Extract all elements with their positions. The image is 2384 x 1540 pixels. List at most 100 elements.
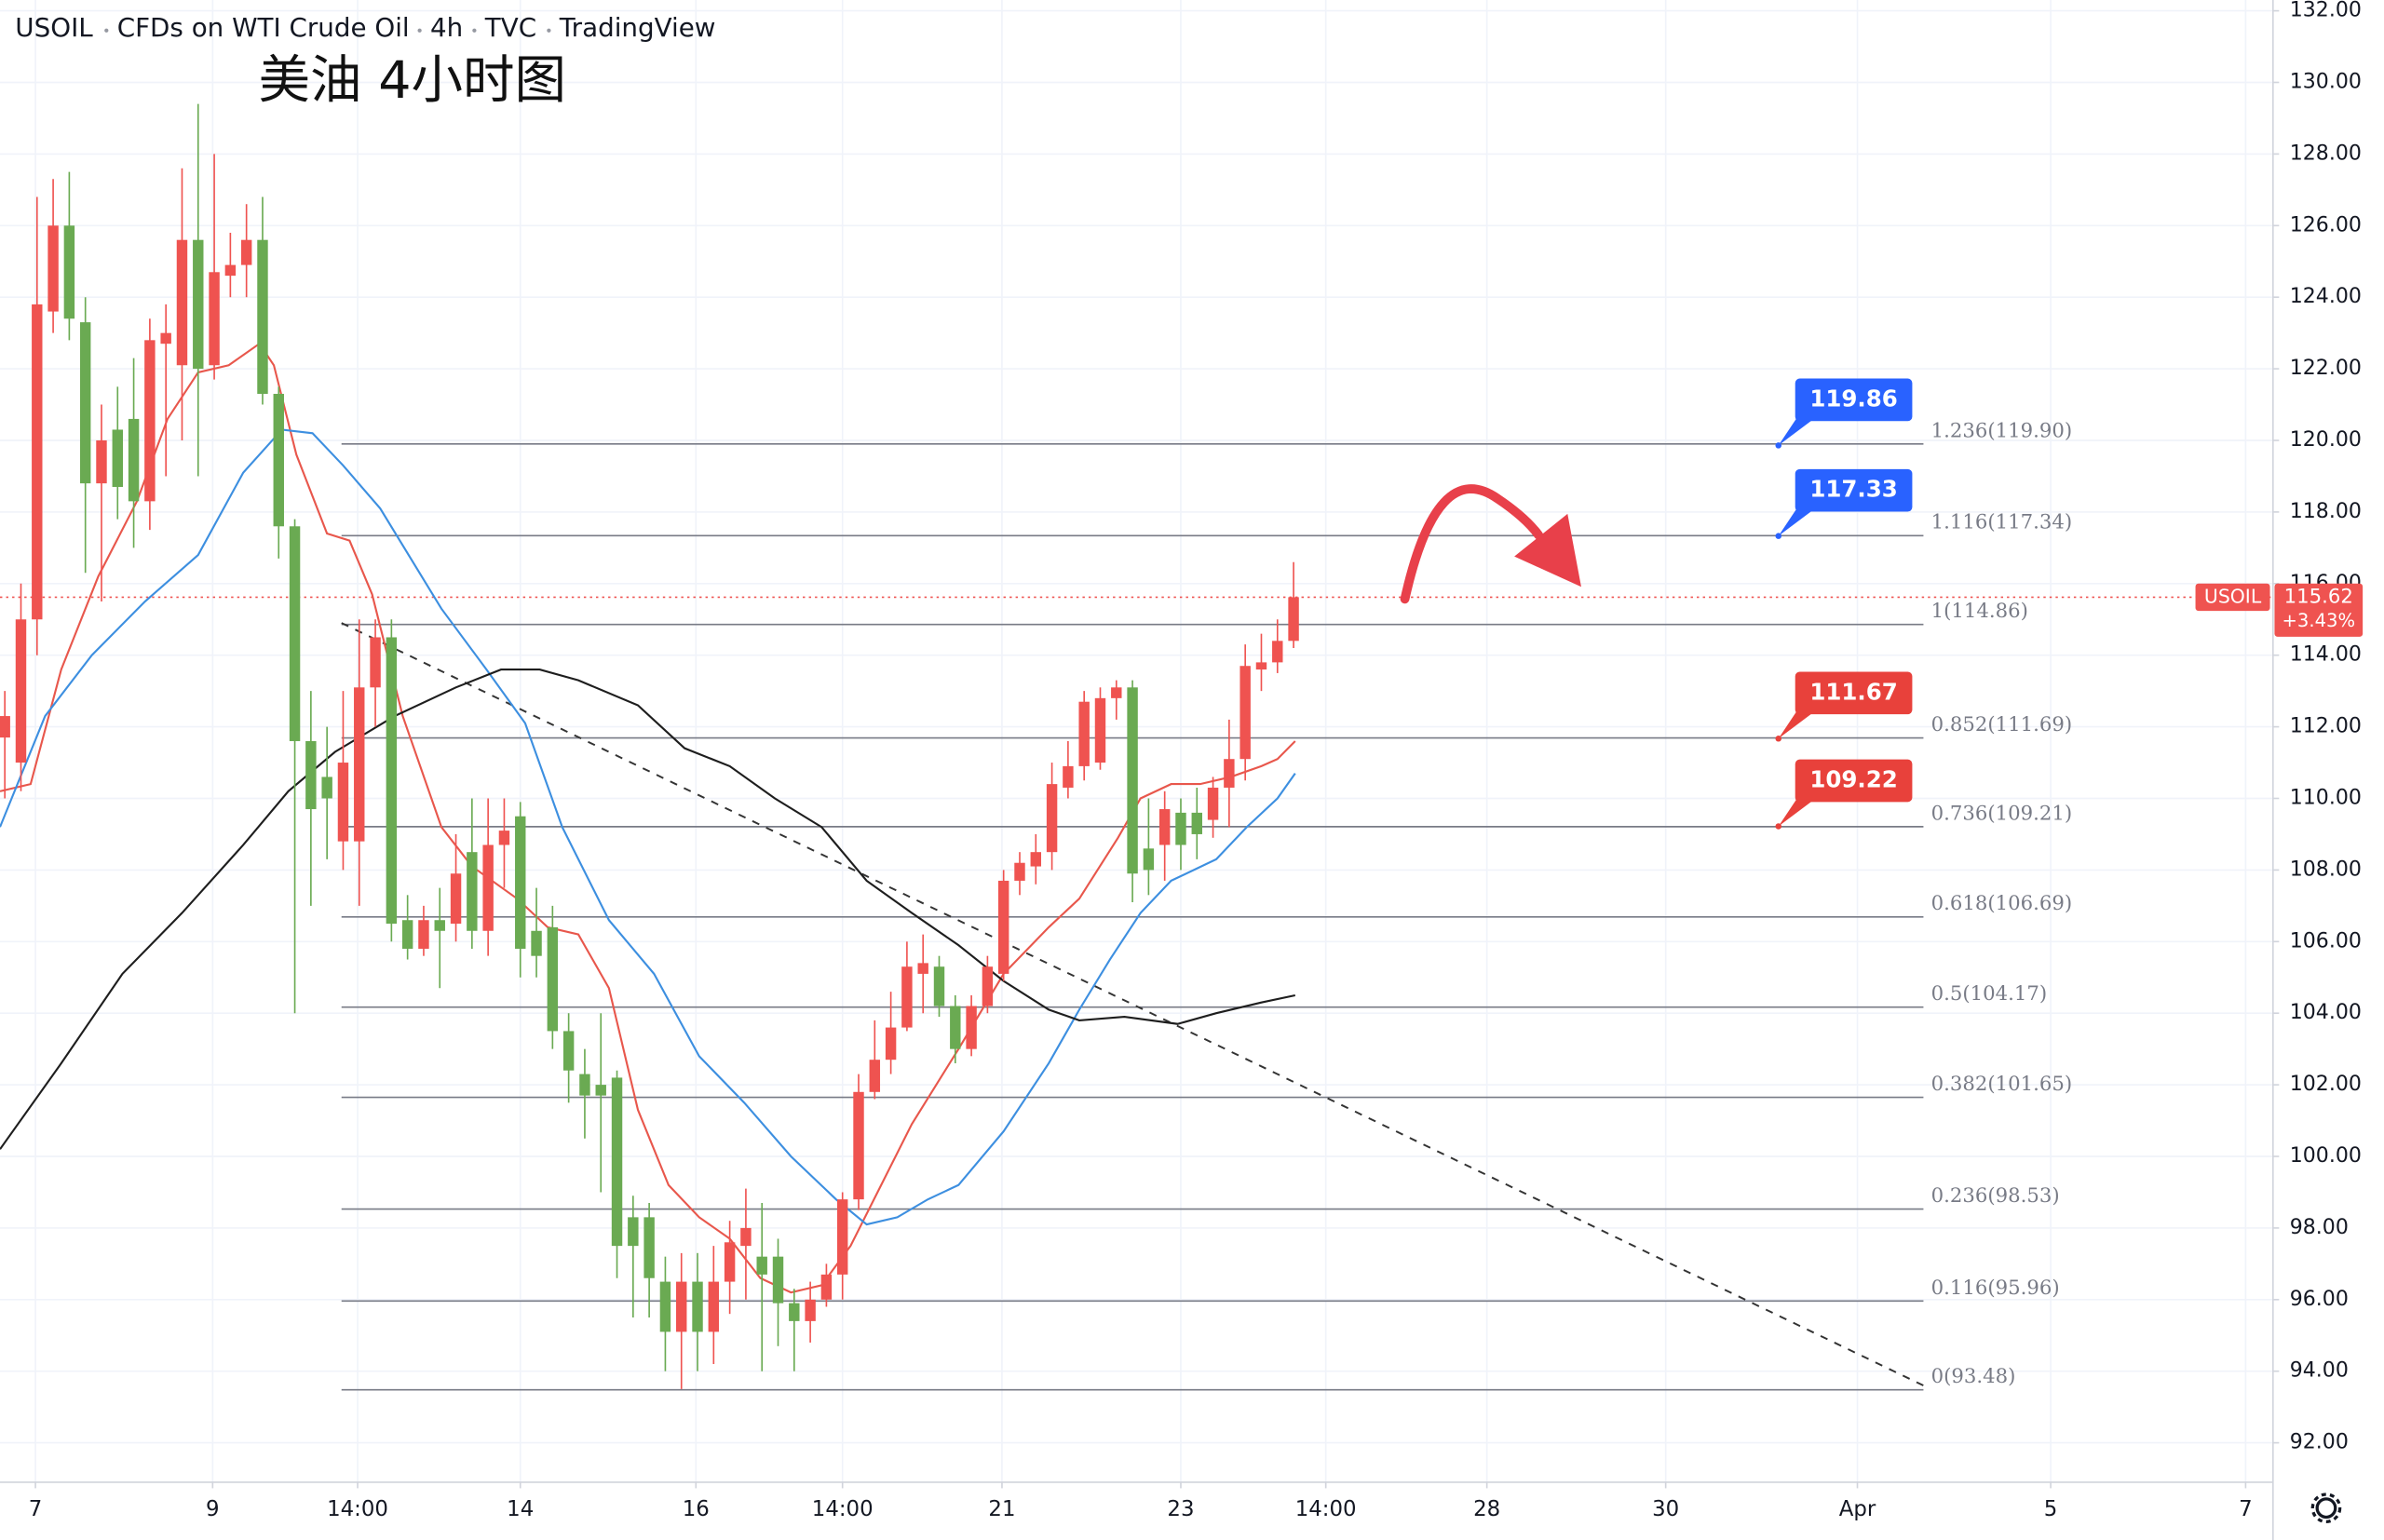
candle-body bbox=[1255, 662, 1267, 670]
y-tick-label: 114.00 bbox=[2290, 643, 2362, 667]
candle-body bbox=[176, 239, 188, 366]
header-item: 4h bbox=[430, 12, 463, 43]
candle-body bbox=[724, 1242, 736, 1282]
callout-box bbox=[1795, 468, 1913, 512]
header-item: TradingView bbox=[559, 12, 716, 43]
y-tick-label: 106.00 bbox=[2290, 929, 2362, 952]
candle-body bbox=[1239, 666, 1251, 760]
x-tick-label: Apr bbox=[1839, 1497, 1876, 1521]
candle-body bbox=[15, 619, 27, 763]
header-separator bbox=[547, 28, 551, 33]
callout-box bbox=[1795, 378, 1913, 422]
x-tick-label: 23 bbox=[1167, 1497, 1194, 1521]
candle-body bbox=[1063, 765, 1074, 788]
header-item: CFDs on WTI Crude Oil bbox=[117, 12, 410, 43]
y-tick-label: 124.00 bbox=[2290, 285, 2362, 308]
candle-body bbox=[628, 1217, 639, 1247]
header-item: TVC bbox=[484, 12, 536, 43]
candle-body bbox=[595, 1085, 606, 1096]
last-price-tag bbox=[2274, 583, 2364, 637]
fib-label: 1(114.86) bbox=[1931, 600, 2028, 623]
y-tick-label: 120.00 bbox=[2290, 428, 2362, 452]
last-price-label: 115.62 bbox=[2284, 585, 2353, 608]
candle-body bbox=[820, 1274, 833, 1300]
candle-body bbox=[659, 1281, 671, 1332]
x-tick-label: 14:00 bbox=[812, 1497, 874, 1521]
fib-label: 0.736(109.21) bbox=[1931, 802, 2073, 825]
candle-body bbox=[997, 880, 1009, 974]
last-price-change: +3.43% bbox=[2282, 610, 2355, 631]
candle-body bbox=[63, 225, 75, 319]
x-tick-label: 21 bbox=[988, 1497, 1015, 1521]
candle-body bbox=[1272, 641, 1283, 663]
candle-body bbox=[96, 439, 107, 484]
candle-body bbox=[467, 852, 478, 931]
candle-body bbox=[836, 1199, 848, 1275]
gear-ring[interactable] bbox=[2315, 1497, 2337, 1520]
callout-pointer bbox=[1778, 799, 1815, 827]
gear-teeth[interactable] bbox=[2310, 1493, 2342, 1523]
y-tick-label: 100.00 bbox=[2290, 1144, 2362, 1168]
candle-body bbox=[740, 1227, 752, 1247]
y-tick-label: 128.00 bbox=[2290, 142, 2362, 165]
callout-anchor bbox=[1775, 533, 1782, 539]
y-tick-label: 104.00 bbox=[2290, 1001, 2362, 1024]
header-separator bbox=[472, 28, 477, 33]
candle-body bbox=[209, 272, 220, 366]
callout-label: 119.86 bbox=[1809, 385, 1897, 412]
candle-body bbox=[1288, 597, 1299, 642]
candle-body bbox=[789, 1303, 800, 1321]
candle-body bbox=[386, 637, 398, 925]
y-tick-label: 102.00 bbox=[2290, 1073, 2362, 1096]
settings-icon[interactable] bbox=[2310, 1493, 2342, 1523]
candle-body bbox=[853, 1091, 864, 1200]
candle-body bbox=[1111, 687, 1122, 698]
x-tick-label: 7 bbox=[29, 1497, 43, 1521]
candle-body bbox=[47, 225, 59, 312]
y-tick-label: 108.00 bbox=[2290, 858, 2362, 881]
candle-body bbox=[708, 1281, 720, 1332]
fib-label: 1.236(119.90) bbox=[1931, 419, 2073, 442]
candle-body bbox=[112, 429, 123, 487]
candle-body bbox=[354, 687, 365, 842]
candle-body bbox=[482, 844, 494, 931]
header-item: USOIL bbox=[15, 12, 93, 43]
candle-body bbox=[434, 920, 445, 931]
candle-body bbox=[643, 1217, 655, 1278]
y-tick-label: 132.00 bbox=[2290, 0, 2362, 22]
x-tick-label: 7 bbox=[2239, 1497, 2253, 1521]
candle-body bbox=[273, 394, 284, 527]
candle-body bbox=[498, 831, 510, 845]
y-tick-label: 92.00 bbox=[2290, 1431, 2349, 1454]
x-tick-label: 14:00 bbox=[327, 1497, 388, 1521]
fib-label: 0.236(98.53) bbox=[1931, 1184, 2060, 1208]
x-tick-label: 16 bbox=[683, 1497, 710, 1521]
candle-body bbox=[160, 332, 171, 344]
candle-body bbox=[756, 1256, 767, 1275]
candle-body bbox=[1094, 697, 1106, 763]
candle-body bbox=[450, 873, 462, 925]
callout-label: 117.33 bbox=[1809, 476, 1897, 503]
candle-body bbox=[611, 1077, 623, 1247]
fib-label: 0.852(111.69) bbox=[1931, 713, 2073, 736]
candle-body bbox=[950, 1006, 961, 1049]
moving-average bbox=[0, 342, 1296, 1294]
candle-body bbox=[772, 1256, 784, 1304]
candle-body bbox=[193, 239, 204, 370]
fib-label: 0.618(106.69) bbox=[1931, 892, 2073, 915]
candle-body bbox=[1127, 687, 1138, 874]
candle-body bbox=[257, 239, 268, 395]
candle-body bbox=[1143, 848, 1155, 871]
annotation-arrowhead bbox=[1514, 513, 1581, 588]
candle-body bbox=[579, 1074, 590, 1096]
symbol-tag bbox=[2195, 583, 2270, 612]
candle-body bbox=[1175, 812, 1186, 845]
candle-body bbox=[692, 1281, 703, 1332]
x-tick-label: 5 bbox=[2044, 1497, 2058, 1521]
candle-body bbox=[1078, 701, 1090, 766]
header-separator bbox=[417, 28, 422, 33]
candle-body bbox=[305, 740, 317, 810]
x-tick-label: 14 bbox=[507, 1497, 534, 1521]
